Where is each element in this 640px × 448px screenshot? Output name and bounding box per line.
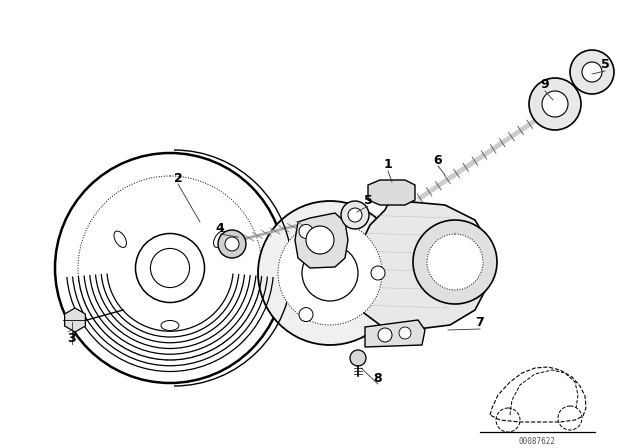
Circle shape bbox=[302, 245, 358, 301]
Text: 5: 5 bbox=[364, 194, 372, 207]
Circle shape bbox=[542, 91, 568, 117]
Circle shape bbox=[55, 153, 285, 383]
Text: 00087622: 00087622 bbox=[518, 438, 556, 447]
Circle shape bbox=[299, 224, 313, 238]
Circle shape bbox=[350, 350, 366, 366]
Circle shape bbox=[136, 233, 205, 302]
Circle shape bbox=[348, 208, 362, 222]
Circle shape bbox=[399, 327, 411, 339]
Circle shape bbox=[570, 50, 614, 94]
Polygon shape bbox=[65, 308, 85, 332]
Circle shape bbox=[299, 308, 313, 322]
Polygon shape bbox=[365, 320, 425, 347]
Circle shape bbox=[371, 266, 385, 280]
Circle shape bbox=[278, 221, 382, 325]
Text: 8: 8 bbox=[374, 371, 382, 384]
Circle shape bbox=[218, 230, 246, 258]
Text: 7: 7 bbox=[476, 316, 484, 329]
Circle shape bbox=[378, 328, 392, 342]
Ellipse shape bbox=[161, 320, 179, 331]
Circle shape bbox=[413, 220, 497, 304]
Text: 2: 2 bbox=[173, 172, 182, 185]
Text: 3: 3 bbox=[68, 332, 76, 345]
Circle shape bbox=[306, 226, 334, 254]
Circle shape bbox=[529, 78, 581, 130]
Text: 5: 5 bbox=[600, 59, 609, 72]
Ellipse shape bbox=[114, 231, 127, 247]
Text: 9: 9 bbox=[541, 78, 549, 91]
Text: 6: 6 bbox=[434, 154, 442, 167]
Circle shape bbox=[427, 234, 483, 290]
Text: 4: 4 bbox=[216, 221, 225, 234]
Text: 1: 1 bbox=[383, 159, 392, 172]
Circle shape bbox=[341, 201, 369, 229]
Circle shape bbox=[258, 201, 402, 345]
Polygon shape bbox=[355, 200, 490, 330]
Circle shape bbox=[150, 249, 189, 288]
Polygon shape bbox=[368, 180, 415, 205]
Circle shape bbox=[582, 62, 602, 82]
Ellipse shape bbox=[214, 231, 226, 247]
Circle shape bbox=[225, 237, 239, 251]
Polygon shape bbox=[295, 213, 348, 268]
